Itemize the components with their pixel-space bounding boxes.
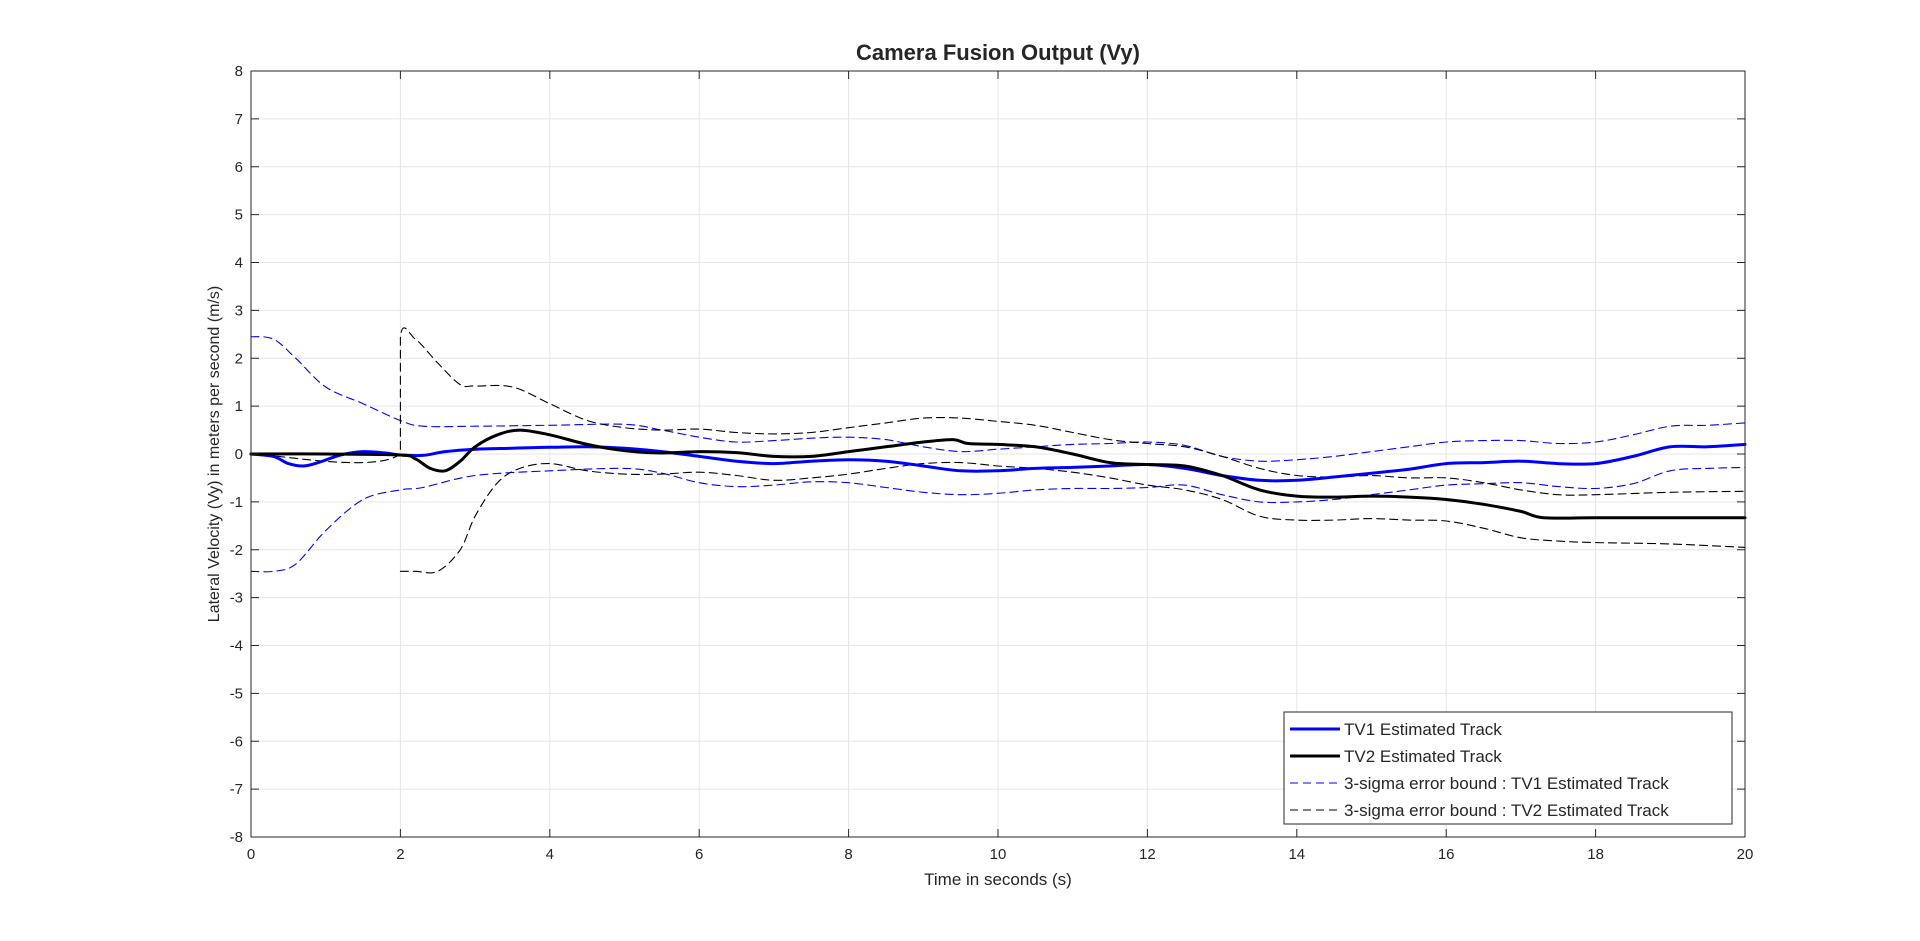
x-tick-label: 10 xyxy=(990,846,1007,863)
x-tick-label: 8 xyxy=(844,846,852,863)
x-tick-label: 0 xyxy=(247,846,255,863)
series-line-3-sigma-error-bound-tv2-estimated-track-lower xyxy=(399,461,1746,574)
series-line-tv2-estimated-track xyxy=(249,428,1747,520)
x-axis-label: Time in seconds (s) xyxy=(924,870,1072,889)
y-tick-label: -8 xyxy=(230,829,243,846)
y-tick-label: 5 xyxy=(235,207,243,224)
legend-box xyxy=(1283,711,1733,825)
x-tick-label: 14 xyxy=(1288,846,1305,863)
y-tick-label: 2 xyxy=(235,350,243,367)
chart-title: Camera Fusion Output (Vy) xyxy=(856,40,1140,65)
axis-ticks: 0 2 4 6 8 10 12 14 16 18 20-8-7-6-5-4-3-2-10123456… xyxy=(230,63,1754,863)
y-tick-label: 7 xyxy=(235,111,243,128)
legend-label: TV1 Estimated Track xyxy=(1344,720,1502,739)
legend-label: TV2 Estimated Track xyxy=(1344,747,1502,766)
x-tick-label: 4 xyxy=(546,846,554,863)
y-tick-label: 1 xyxy=(235,398,243,415)
y-tick-label: 4 xyxy=(235,255,243,272)
x-tick-label: 6 xyxy=(695,846,703,863)
y-tick-label: 6 xyxy=(235,159,243,176)
y-tick-label: 3 xyxy=(235,302,243,319)
y-tick-label: -4 xyxy=(230,638,243,655)
x-tick-label: 16 xyxy=(1438,846,1455,863)
x-tick-label: 12 xyxy=(1139,846,1156,863)
y-axis-label: Lateral Velocity (Vy) in meters per seco… xyxy=(206,286,223,622)
y-tick-label: 0 xyxy=(235,446,243,463)
x-tick-label: 2 xyxy=(396,846,404,863)
y-tick-label: -1 xyxy=(230,494,243,511)
y-tick-label: -6 xyxy=(230,733,243,750)
series-line-3-sigma-error-bound-tv1-estimated-track-upper xyxy=(250,336,1746,462)
legend-label: 3-sigma error bound : TV1 Estimated Trac… xyxy=(1344,774,1669,793)
legend: TV1 Estimated Track TV2 Estimated Track 3-… xyxy=(1283,711,1733,825)
y-tick-label: -3 xyxy=(230,590,243,607)
legend-label: 3-sigma error bound : TV2 Estimated Trac… xyxy=(1344,801,1669,820)
series-line-3-sigma-error-bound-tv2-estimated-track-upper xyxy=(250,327,1746,496)
y-tick-label: -2 xyxy=(230,542,243,559)
y-tick-label: -7 xyxy=(230,781,243,798)
y-tick-label: -5 xyxy=(230,685,243,702)
y-tick-label: 8 xyxy=(235,63,243,80)
x-tick-label: 18 xyxy=(1587,846,1604,863)
series-line-3-sigma-error-bound-tv1-estimated-track-lower xyxy=(250,466,1746,573)
x-tick-label: 20 xyxy=(1737,846,1754,863)
series-layer xyxy=(249,327,1747,574)
